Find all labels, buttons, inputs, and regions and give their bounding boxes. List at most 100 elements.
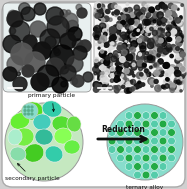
Circle shape bbox=[180, 70, 186, 77]
Circle shape bbox=[156, 19, 163, 26]
Circle shape bbox=[114, 54, 119, 60]
Circle shape bbox=[19, 3, 30, 14]
Circle shape bbox=[163, 48, 169, 54]
Circle shape bbox=[103, 84, 106, 87]
Circle shape bbox=[83, 72, 93, 82]
Circle shape bbox=[180, 90, 182, 92]
Circle shape bbox=[147, 13, 151, 17]
Circle shape bbox=[134, 120, 141, 128]
Circle shape bbox=[150, 42, 156, 48]
Circle shape bbox=[116, 85, 121, 90]
Circle shape bbox=[24, 109, 26, 112]
Circle shape bbox=[167, 19, 171, 23]
Ellipse shape bbox=[24, 144, 44, 162]
Circle shape bbox=[179, 39, 183, 43]
Circle shape bbox=[142, 112, 150, 119]
Circle shape bbox=[101, 27, 107, 33]
Circle shape bbox=[22, 65, 34, 77]
Circle shape bbox=[124, 69, 129, 74]
Circle shape bbox=[167, 28, 169, 30]
Circle shape bbox=[174, 29, 177, 31]
Circle shape bbox=[180, 17, 182, 19]
Circle shape bbox=[103, 32, 107, 36]
Circle shape bbox=[139, 42, 146, 49]
Circle shape bbox=[108, 137, 116, 145]
Circle shape bbox=[131, 60, 136, 65]
Circle shape bbox=[170, 83, 175, 88]
Circle shape bbox=[137, 29, 139, 31]
Circle shape bbox=[158, 48, 163, 53]
Circle shape bbox=[139, 24, 142, 27]
Circle shape bbox=[3, 67, 17, 81]
Circle shape bbox=[126, 16, 132, 22]
Circle shape bbox=[100, 75, 107, 81]
Circle shape bbox=[149, 50, 152, 53]
Circle shape bbox=[118, 79, 120, 81]
Circle shape bbox=[5, 103, 83, 181]
Circle shape bbox=[116, 6, 121, 11]
Circle shape bbox=[140, 14, 142, 16]
Circle shape bbox=[134, 5, 140, 11]
Circle shape bbox=[117, 24, 122, 29]
Circle shape bbox=[150, 22, 152, 24]
Circle shape bbox=[121, 20, 125, 25]
Circle shape bbox=[94, 13, 98, 17]
Circle shape bbox=[95, 62, 100, 67]
Circle shape bbox=[167, 78, 170, 81]
Circle shape bbox=[123, 78, 129, 84]
Circle shape bbox=[108, 53, 112, 57]
Circle shape bbox=[163, 86, 166, 89]
Circle shape bbox=[110, 74, 114, 77]
Circle shape bbox=[148, 38, 154, 45]
Circle shape bbox=[112, 3, 117, 8]
Circle shape bbox=[108, 146, 116, 153]
Circle shape bbox=[21, 7, 35, 21]
Circle shape bbox=[166, 78, 169, 81]
Circle shape bbox=[100, 36, 107, 42]
Circle shape bbox=[120, 74, 123, 77]
Circle shape bbox=[62, 13, 78, 29]
Circle shape bbox=[117, 54, 120, 57]
Circle shape bbox=[147, 42, 154, 49]
Circle shape bbox=[103, 85, 106, 88]
Circle shape bbox=[95, 43, 97, 46]
Circle shape bbox=[164, 71, 171, 77]
Circle shape bbox=[172, 32, 176, 36]
Circle shape bbox=[154, 64, 157, 66]
Circle shape bbox=[122, 16, 125, 20]
Circle shape bbox=[146, 72, 151, 77]
Circle shape bbox=[163, 4, 167, 9]
Circle shape bbox=[100, 36, 104, 40]
Circle shape bbox=[104, 57, 110, 63]
Circle shape bbox=[53, 48, 59, 53]
Circle shape bbox=[108, 4, 114, 9]
Circle shape bbox=[168, 16, 173, 21]
Circle shape bbox=[115, 5, 118, 8]
Circle shape bbox=[125, 154, 133, 162]
Circle shape bbox=[166, 46, 171, 51]
Circle shape bbox=[142, 31, 147, 36]
Circle shape bbox=[156, 31, 160, 35]
Circle shape bbox=[157, 30, 161, 34]
Circle shape bbox=[115, 86, 118, 89]
Circle shape bbox=[144, 56, 150, 62]
Circle shape bbox=[124, 58, 126, 60]
FancyBboxPatch shape bbox=[3, 3, 91, 92]
Circle shape bbox=[126, 54, 133, 61]
Circle shape bbox=[79, 40, 91, 52]
Circle shape bbox=[130, 12, 135, 17]
Circle shape bbox=[126, 10, 128, 12]
Circle shape bbox=[31, 113, 33, 115]
Circle shape bbox=[149, 50, 155, 56]
Circle shape bbox=[139, 53, 141, 56]
Text: Reduction: Reduction bbox=[102, 125, 145, 134]
Circle shape bbox=[141, 51, 145, 55]
Circle shape bbox=[169, 25, 172, 28]
Circle shape bbox=[118, 17, 121, 20]
Circle shape bbox=[153, 47, 159, 54]
Circle shape bbox=[103, 67, 107, 71]
Circle shape bbox=[113, 33, 116, 36]
Circle shape bbox=[168, 22, 170, 24]
Circle shape bbox=[171, 21, 174, 24]
Circle shape bbox=[174, 70, 178, 74]
